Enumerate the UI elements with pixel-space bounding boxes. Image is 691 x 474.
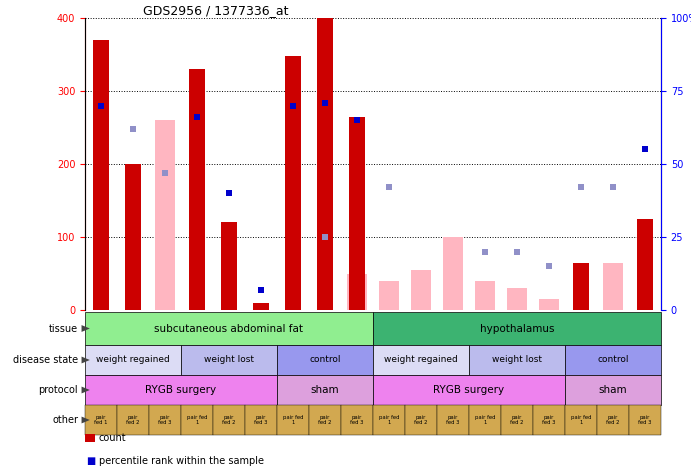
Text: pair
fed 2: pair fed 2 xyxy=(510,415,524,425)
Text: RYGB surgery: RYGB surgery xyxy=(145,385,216,395)
Text: pair
fed 3: pair fed 3 xyxy=(350,415,363,425)
Text: protocol: protocol xyxy=(39,385,78,395)
Text: pair fed
1: pair fed 1 xyxy=(475,415,495,425)
Bar xyxy=(309,405,341,435)
Text: pair fed
1: pair fed 1 xyxy=(379,415,399,425)
Bar xyxy=(253,303,269,310)
Text: sham: sham xyxy=(311,385,339,395)
Bar xyxy=(149,405,181,435)
Bar xyxy=(469,405,501,435)
Text: pair
fed 2: pair fed 2 xyxy=(319,415,332,425)
Bar xyxy=(469,345,565,375)
Bar xyxy=(213,405,245,435)
Bar xyxy=(341,405,373,435)
Text: pair
fed 2: pair fed 2 xyxy=(414,415,428,425)
Bar xyxy=(85,405,117,435)
Bar xyxy=(373,405,405,435)
Bar xyxy=(444,237,462,310)
Bar xyxy=(501,405,533,435)
Bar xyxy=(245,405,277,435)
Text: pair
fed 2: pair fed 2 xyxy=(223,415,236,425)
Bar xyxy=(221,222,237,310)
Bar xyxy=(507,288,527,310)
Text: disease state: disease state xyxy=(13,355,78,365)
Bar xyxy=(189,69,205,310)
Bar xyxy=(565,375,661,405)
Bar xyxy=(637,219,653,310)
Text: pair
fed 3: pair fed 3 xyxy=(446,415,460,425)
Text: weight regained: weight regained xyxy=(96,356,170,365)
Bar xyxy=(277,345,373,375)
Text: pair
fed 2: pair fed 2 xyxy=(126,415,140,425)
Bar xyxy=(573,263,589,310)
Bar xyxy=(437,405,469,435)
Bar xyxy=(85,345,181,375)
Text: weight lost: weight lost xyxy=(492,356,542,365)
Text: pair
fed 1: pair fed 1 xyxy=(94,415,108,425)
Bar xyxy=(125,164,141,310)
Text: pair fed
1: pair fed 1 xyxy=(187,415,207,425)
Bar xyxy=(277,375,373,405)
Bar xyxy=(85,375,277,405)
Bar xyxy=(475,281,495,310)
Bar xyxy=(540,299,558,310)
Bar xyxy=(629,405,661,435)
Bar xyxy=(93,40,109,310)
Bar xyxy=(117,405,149,435)
Bar xyxy=(405,405,437,435)
Bar xyxy=(379,281,399,310)
Bar xyxy=(597,405,629,435)
Bar xyxy=(181,345,277,375)
Text: RYGB surgery: RYGB surgery xyxy=(433,385,504,395)
Bar xyxy=(348,273,367,310)
Bar xyxy=(373,312,661,345)
Text: count: count xyxy=(99,433,126,443)
Text: control: control xyxy=(310,356,341,365)
Bar xyxy=(277,405,309,435)
Text: hypothalamus: hypothalamus xyxy=(480,323,554,334)
Text: weight regained: weight regained xyxy=(384,356,458,365)
Bar xyxy=(565,405,597,435)
Text: pair
fed 3: pair fed 3 xyxy=(542,415,556,425)
Text: control: control xyxy=(597,356,629,365)
Bar xyxy=(565,345,661,375)
Bar xyxy=(181,405,213,435)
Text: GDS2956 / 1377336_at: GDS2956 / 1377336_at xyxy=(142,4,288,17)
Text: other: other xyxy=(52,415,78,425)
Bar xyxy=(155,120,175,310)
Text: tissue: tissue xyxy=(49,323,78,334)
Text: subcutaneous abdominal fat: subcutaneous abdominal fat xyxy=(155,323,303,334)
Bar xyxy=(373,375,565,405)
Text: pair
fed 3: pair fed 3 xyxy=(158,415,171,425)
Text: pair fed
1: pair fed 1 xyxy=(571,415,591,425)
Text: pair
fed 3: pair fed 3 xyxy=(638,415,652,425)
Text: percentile rank within the sample: percentile rank within the sample xyxy=(99,456,264,466)
Bar xyxy=(603,263,623,310)
Text: sham: sham xyxy=(598,385,627,395)
Bar xyxy=(285,56,301,310)
Bar xyxy=(85,312,373,345)
Bar xyxy=(533,405,565,435)
Text: pair
fed 2: pair fed 2 xyxy=(606,415,620,425)
Text: weight lost: weight lost xyxy=(204,356,254,365)
Bar xyxy=(349,117,365,310)
Bar xyxy=(373,345,469,375)
Text: pair
fed 3: pair fed 3 xyxy=(254,415,267,425)
Text: pair fed
1: pair fed 1 xyxy=(283,415,303,425)
Bar xyxy=(411,270,430,310)
Bar xyxy=(317,18,333,310)
Text: ■: ■ xyxy=(86,456,95,466)
